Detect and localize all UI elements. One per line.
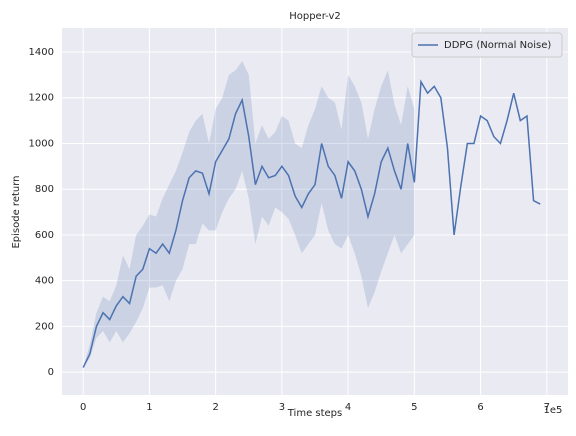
y-tick-label: 200 <box>35 321 54 332</box>
y-tick-label: 1400 <box>29 47 54 58</box>
x-tick-label: 3 <box>279 402 285 413</box>
x-tick-label: 2 <box>212 402 218 413</box>
y-tick-label: 800 <box>35 184 54 195</box>
confidence-band <box>83 61 415 368</box>
y-tick-label: 600 <box>35 230 54 241</box>
y-tick-label: 1000 <box>29 138 54 149</box>
line <box>82 79 541 368</box>
x-tick-label: 5 <box>411 402 417 413</box>
x-axis-label: Time steps <box>287 408 343 419</box>
plot-area <box>62 28 568 395</box>
legend-box <box>411 32 563 58</box>
x-tick-label: 0 <box>80 402 86 413</box>
y-tick-label: 1200 <box>29 93 54 104</box>
x-offset-label: 1e5 <box>544 405 563 416</box>
y-tick-label: 400 <box>35 276 54 287</box>
chart-title: Hopper-v2 <box>289 11 341 22</box>
x-tick-label: 6 <box>477 402 483 413</box>
y-axis-label: Episode return <box>11 175 22 248</box>
x-tick-label: 1 <box>146 402 152 413</box>
legend-label: DDPG (Normal Noise) <box>444 40 551 51</box>
y-tick-label: 0 <box>48 367 54 378</box>
x-tick-label: 7 <box>544 402 550 413</box>
x-tick-label: 4 <box>345 402 351 413</box>
